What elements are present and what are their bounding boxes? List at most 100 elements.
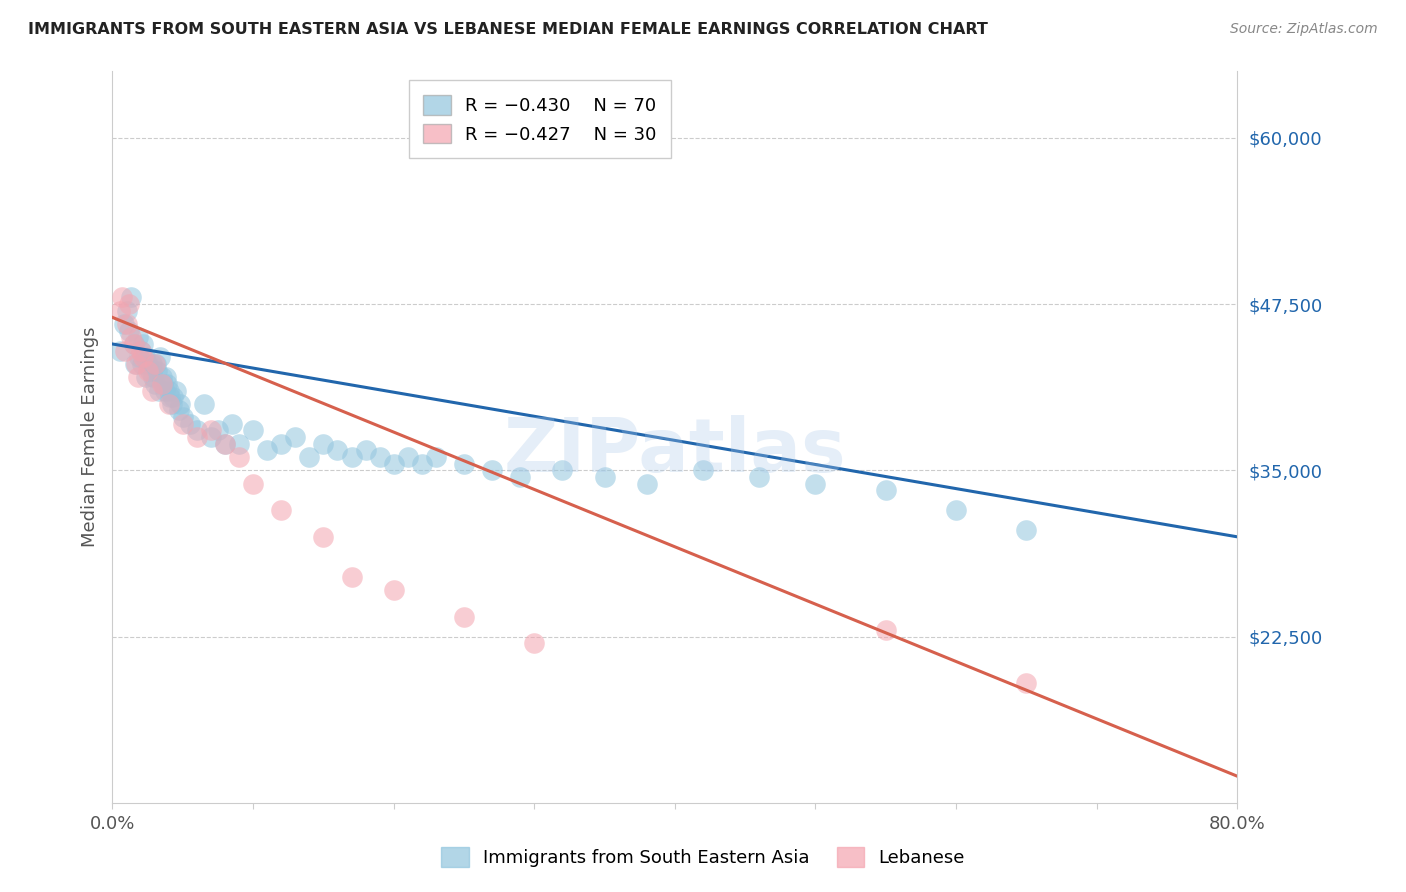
Point [146, 363, 169, 377]
Point [1015, 523, 1038, 537]
Point [122, 337, 145, 351]
Point [692, 463, 714, 477]
Point [160, 397, 183, 411]
Point [128, 351, 150, 365]
Point [141, 384, 163, 398]
Point [108, 343, 131, 358]
Point [242, 476, 264, 491]
Point [120, 330, 142, 344]
Point [157, 397, 180, 411]
Point [453, 457, 475, 471]
Point [148, 384, 170, 398]
Point [134, 351, 156, 365]
Point [172, 417, 194, 431]
Point [242, 424, 264, 438]
Point [523, 636, 546, 650]
Point [636, 476, 658, 491]
Point [108, 303, 131, 318]
Point [481, 463, 503, 477]
Point [167, 403, 190, 417]
Y-axis label: Median Female Earnings: Median Female Earnings [80, 326, 98, 548]
Point [150, 376, 173, 391]
Point [153, 384, 176, 398]
Point [132, 351, 155, 365]
Point [165, 384, 187, 398]
Point [129, 343, 152, 358]
Point [114, 343, 136, 358]
Point [411, 457, 433, 471]
Point [143, 357, 166, 371]
Point [115, 317, 138, 331]
Point [748, 470, 770, 484]
Point [143, 376, 166, 391]
Point [804, 476, 827, 491]
Point [354, 443, 377, 458]
Point [396, 450, 419, 464]
Point [551, 463, 574, 477]
Point [142, 370, 165, 384]
Point [125, 357, 148, 371]
Point [120, 290, 142, 304]
Point [368, 450, 391, 464]
Point [156, 376, 179, 391]
Point [228, 436, 250, 450]
Point [155, 370, 177, 384]
Point [214, 436, 236, 450]
Point [162, 390, 184, 404]
Point [135, 370, 157, 384]
Point [382, 582, 405, 597]
Point [124, 357, 146, 371]
Point [149, 351, 172, 365]
Point [270, 436, 292, 450]
Point [186, 430, 208, 444]
Point [200, 430, 222, 444]
Point [270, 503, 292, 517]
Point [382, 457, 405, 471]
Point [129, 343, 152, 358]
Point [115, 303, 138, 318]
Point [875, 623, 897, 637]
Point [1015, 676, 1038, 690]
Point [200, 424, 222, 438]
Point [139, 363, 162, 377]
Point [593, 470, 616, 484]
Point [131, 357, 153, 371]
Text: ZIPatlas: ZIPatlas [503, 415, 846, 488]
Point [228, 450, 250, 464]
Point [118, 324, 141, 338]
Point [340, 570, 363, 584]
Point [127, 370, 149, 384]
Point [425, 450, 447, 464]
Point [141, 357, 163, 371]
Point [179, 417, 201, 431]
Point [122, 337, 145, 351]
Point [326, 443, 349, 458]
Point [340, 450, 363, 464]
Point [298, 450, 321, 464]
Point [127, 330, 149, 344]
Point [186, 424, 208, 438]
Point [453, 609, 475, 624]
Point [945, 503, 967, 517]
Point [118, 297, 141, 311]
Point [875, 483, 897, 498]
Point [150, 370, 173, 384]
Point [221, 417, 243, 431]
Point [312, 530, 335, 544]
Point [214, 436, 236, 450]
Legend: R = −0.430    N = 70, R = −0.427    N = 30: R = −0.430 N = 70, R = −0.427 N = 30 [409, 80, 671, 158]
Point [509, 470, 531, 484]
Text: Source: ZipAtlas.com: Source: ZipAtlas.com [1230, 22, 1378, 37]
Text: IMMIGRANTS FROM SOUTH EASTERN ASIA VS LEBANESE MEDIAN FEMALE EARNINGS CORRELATIO: IMMIGRANTS FROM SOUTH EASTERN ASIA VS LE… [28, 22, 988, 37]
Point [159, 390, 181, 404]
Point [157, 384, 180, 398]
Point [136, 357, 159, 371]
Legend: Immigrants from South Eastern Asia, Lebanese: Immigrants from South Eastern Asia, Leba… [434, 839, 972, 874]
Point [112, 317, 135, 331]
Point [256, 443, 278, 458]
Point [132, 337, 155, 351]
Point [172, 410, 194, 425]
Point [111, 290, 134, 304]
Point [193, 397, 215, 411]
Point [207, 424, 229, 438]
